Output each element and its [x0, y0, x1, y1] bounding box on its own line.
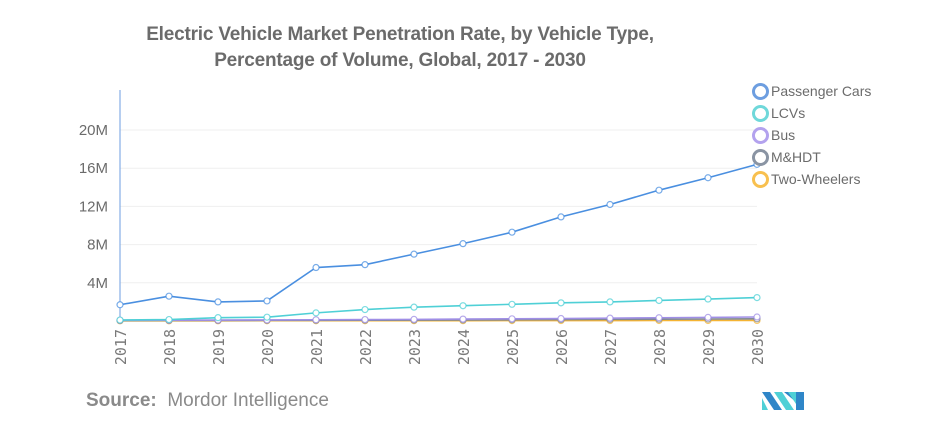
data-point[interactable] — [557, 314, 565, 323]
data-point[interactable] — [312, 263, 320, 272]
x-tick-label: 2017 — [112, 329, 130, 365]
data-point[interactable] — [606, 314, 614, 322]
data-point[interactable] — [312, 316, 320, 324]
source-label: Source: — [86, 390, 157, 411]
y-tick-label: 8M — [87, 237, 108, 254]
x-tick-label: 2019 — [210, 329, 228, 365]
series-line — [119, 316, 758, 322]
series-lcvs — [116, 294, 761, 324]
legend-label: Bus — [771, 127, 796, 143]
circle-marker-icon — [752, 82, 769, 100]
data-point[interactable] — [704, 313, 712, 321]
x-axis-ticks: 2017 2018 2019 2020 2021 2022 2023 2024 2025 2026… — [112, 329, 767, 365]
y-tick-label: 20M — [79, 122, 108, 139]
x-tick-label: 2029 — [700, 329, 718, 365]
circle-marker-icon — [752, 126, 769, 144]
data-point[interactable] — [753, 313, 761, 321]
x-tick-label: 2023 — [406, 329, 424, 365]
x-tick-label: 2020 — [259, 329, 277, 365]
data-point[interactable] — [361, 261, 369, 269]
data-point[interactable] — [263, 297, 271, 305]
legend-label: Two-Wheelers — [771, 171, 861, 187]
data-point[interactable] — [459, 302, 467, 310]
chart-title: Electric Vehicle Market Penetration Rate… — [0, 22, 800, 74]
data-point[interactable] — [508, 315, 516, 323]
series-line — [119, 163, 758, 306]
x-tick-label: 2027 — [602, 329, 620, 365]
data-point[interactable] — [165, 315, 173, 324]
data-point[interactable] — [606, 298, 614, 306]
data-point[interactable] — [704, 174, 712, 182]
data-point[interactable] — [753, 294, 761, 302]
data-point[interactable] — [655, 314, 663, 322]
data-point[interactable] — [459, 240, 467, 248]
series-passenger-cars — [116, 160, 761, 309]
data-point[interactable] — [312, 309, 320, 317]
y-tick-label: 12M — [79, 198, 108, 215]
legend: Passenger Cars LCVs Bus M&HDT Two-Wheele… — [752, 80, 871, 190]
legend-item-lcvs[interactable]: LCVs — [752, 102, 871, 124]
legend-label: LCVs — [771, 105, 806, 121]
legend-item-bus[interactable]: Bus — [752, 124, 871, 146]
data-point[interactable] — [165, 292, 173, 300]
data-point[interactable] — [361, 305, 369, 314]
x-tick-label: 2025 — [504, 329, 522, 365]
x-tick-label: 2021 — [308, 329, 326, 365]
series-line — [119, 296, 758, 321]
chart-title-line-2: Percentage of Volume, Global, 2017 - 203… — [214, 50, 586, 71]
data-point[interactable] — [655, 186, 663, 194]
y-tick-label: 4M — [87, 275, 108, 292]
data-point[interactable] — [655, 296, 663, 305]
mordor-intelligence-logo-icon — [762, 392, 804, 410]
data-point[interactable] — [410, 315, 418, 323]
data-point[interactable] — [410, 303, 418, 311]
chart-title-line-1: Electric Vehicle Market Penetration Rate… — [146, 24, 654, 45]
x-tick-label: 2022 — [357, 329, 375, 365]
data-point[interactable] — [116, 301, 124, 309]
data-point[interactable] — [508, 300, 516, 308]
data-point[interactable] — [410, 250, 418, 258]
data-point[interactable] — [361, 315, 369, 324]
data-point[interactable] — [459, 315, 467, 323]
circle-marker-icon — [752, 148, 769, 166]
legend-item-two-wheelers[interactable]: Two-Wheelers — [752, 168, 871, 190]
data-point[interactable] — [606, 200, 614, 209]
gridlines — [120, 129, 757, 284]
x-tick-label: 2018 — [161, 329, 179, 365]
x-tick-label: 2030 — [749, 329, 767, 365]
circle-marker-icon — [752, 170, 769, 188]
data-point[interactable] — [214, 314, 222, 322]
legend-item-mhdt[interactable]: M&HDT — [752, 146, 871, 168]
data-point[interactable] — [263, 313, 271, 321]
series-group — [116, 160, 761, 325]
x-tick-label: 2024 — [455, 329, 473, 365]
x-tick-label: 2028 — [651, 329, 669, 365]
data-point[interactable] — [704, 295, 712, 303]
data-point[interactable] — [214, 298, 222, 306]
data-point[interactable] — [116, 316, 124, 324]
source-value: Mordor Intelligence — [167, 390, 329, 411]
legend-item-passenger-cars[interactable]: Passenger Cars — [752, 80, 871, 102]
legend-label: Passenger Cars — [771, 83, 872, 99]
y-tick-label: 16M — [79, 160, 108, 177]
data-point[interactable] — [557, 299, 565, 307]
circle-marker-icon — [752, 104, 769, 122]
legend-label: M&HDT — [771, 149, 821, 165]
x-tick-label: 2026 — [553, 329, 571, 365]
data-point[interactable] — [557, 213, 565, 221]
data-point[interactable] — [508, 228, 516, 236]
source-note: Source: Mordor Intelligence — [86, 390, 329, 412]
y-axis-ticks: 4M 8M 12M 16M 20M — [79, 122, 108, 292]
